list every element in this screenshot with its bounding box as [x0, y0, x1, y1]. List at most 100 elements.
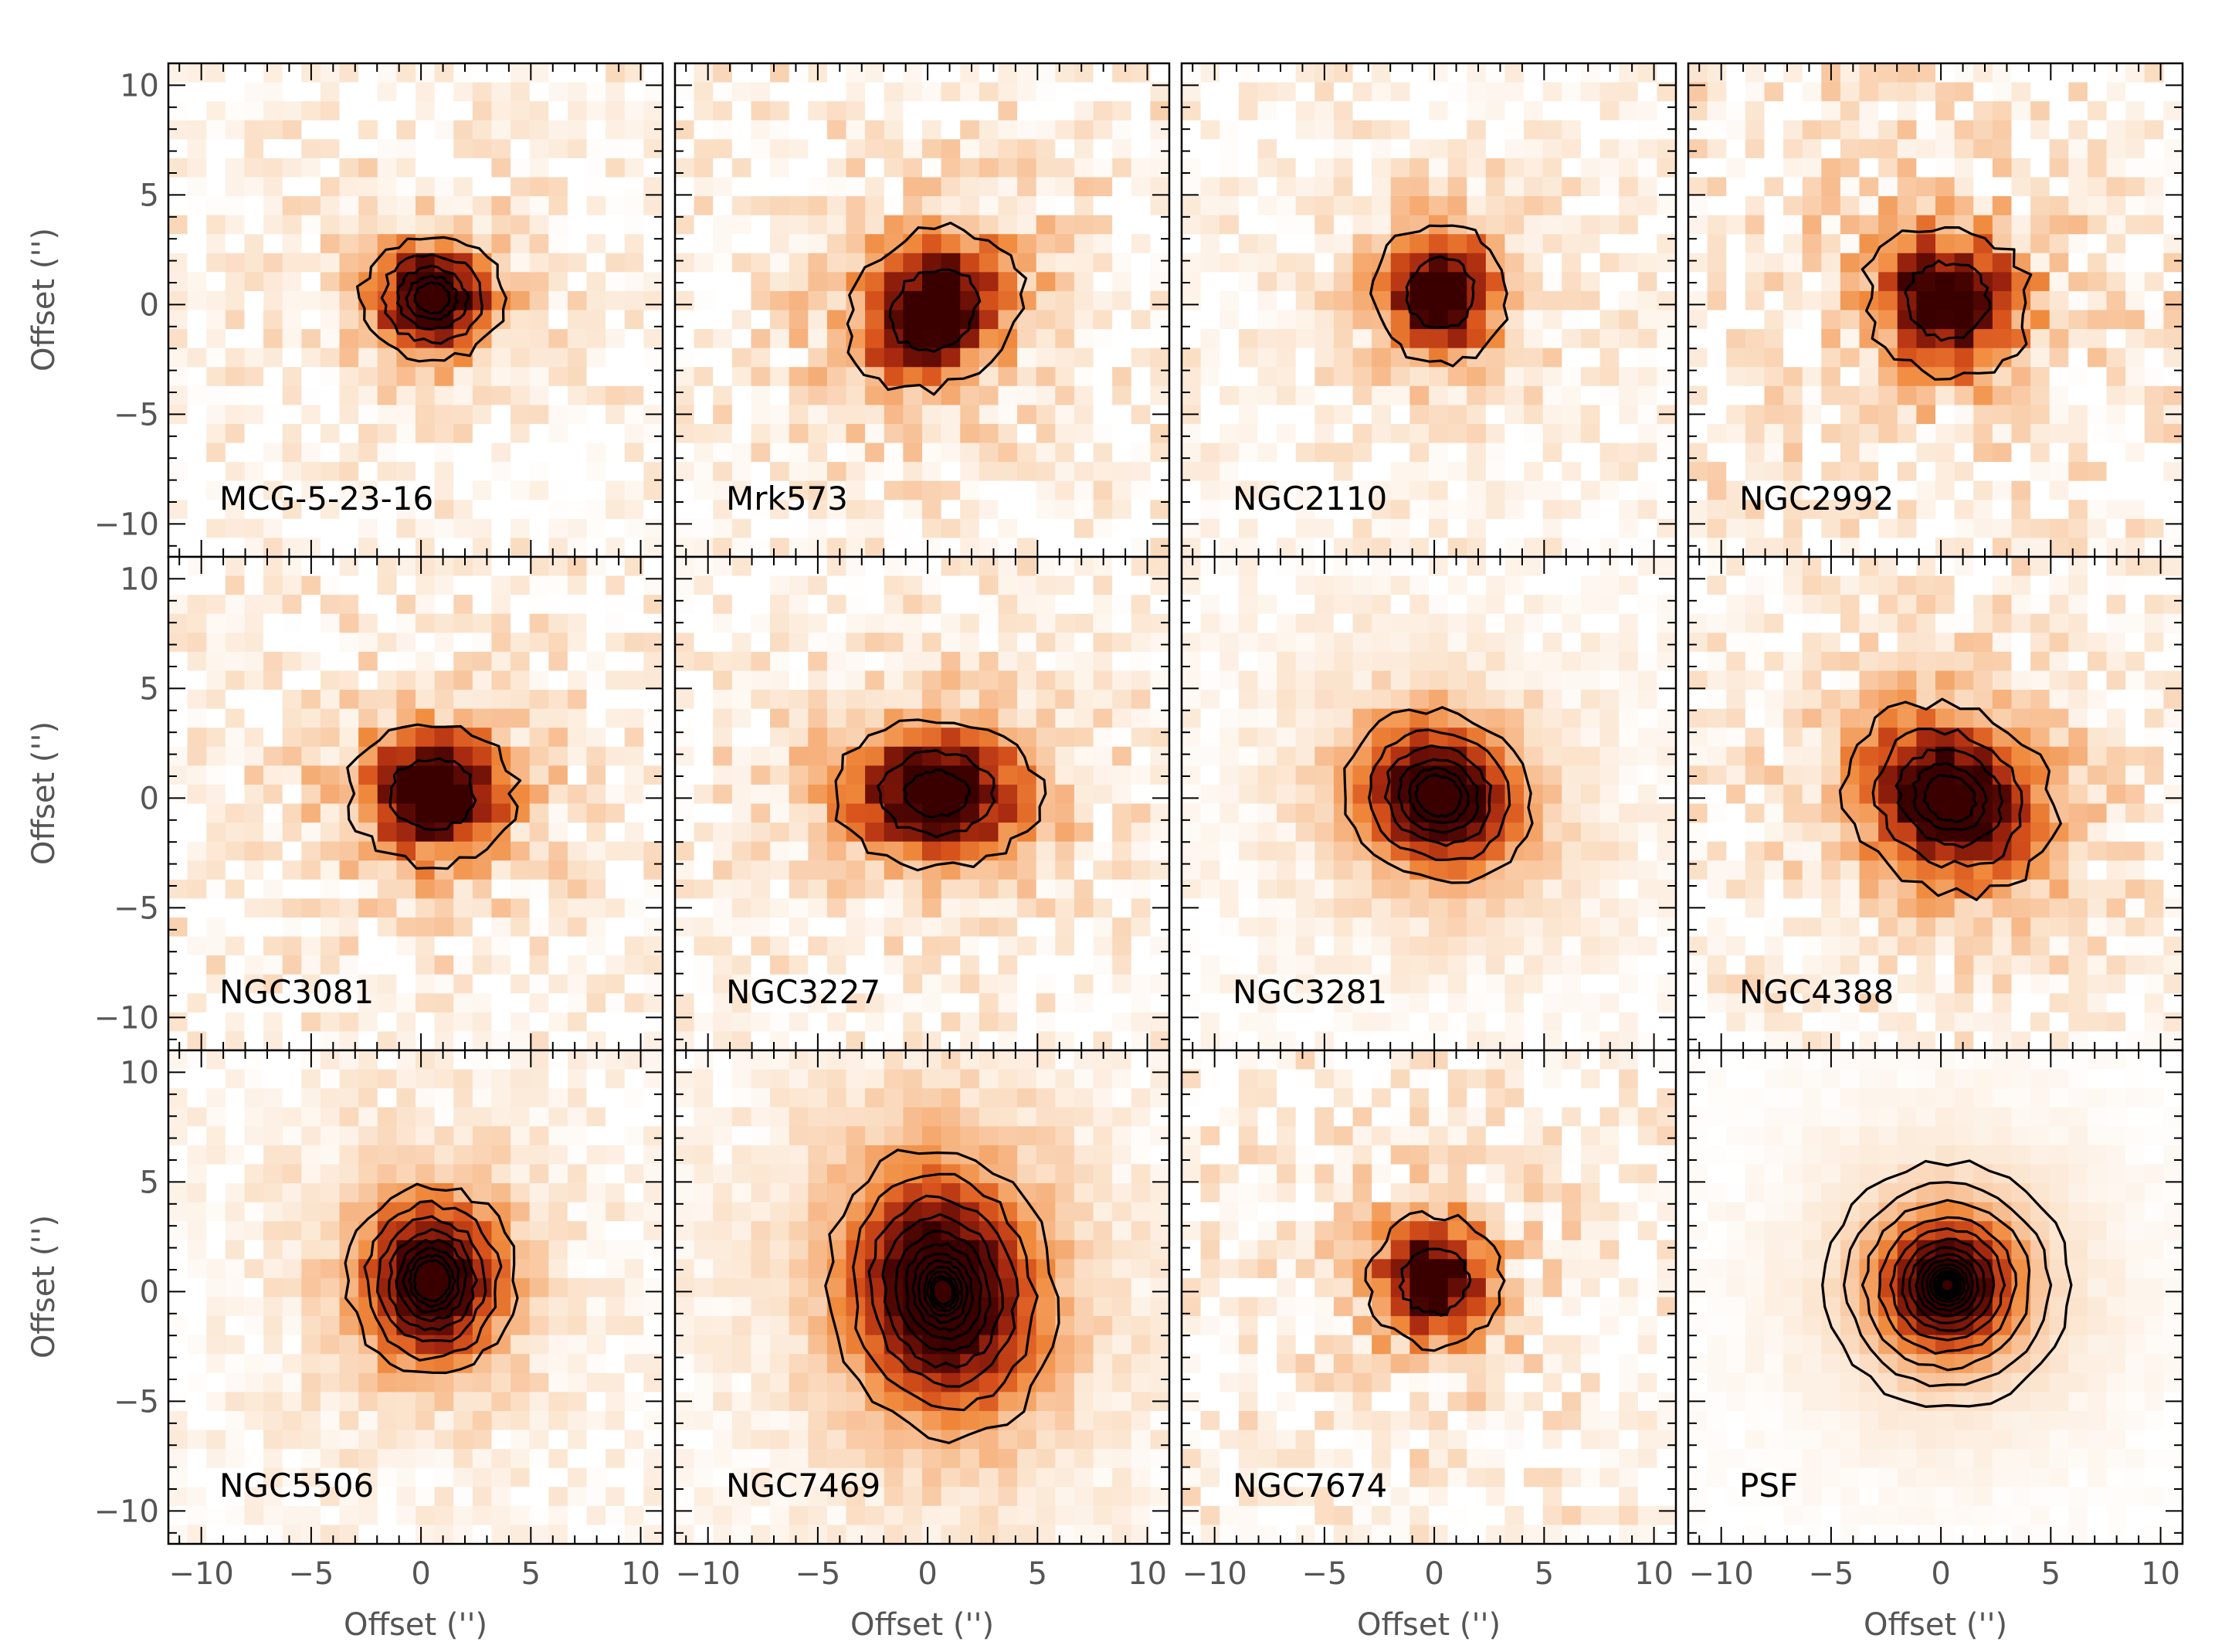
image-cell [1580, 557, 1601, 577]
image-cell [511, 538, 531, 557]
image-cell [263, 917, 283, 938]
image-cell [320, 879, 341, 899]
image-cell [998, 462, 1018, 482]
image-cell [1935, 480, 1956, 500]
image-cell [1295, 708, 1315, 728]
image-cell [1055, 385, 1075, 405]
image-cell [808, 196, 828, 216]
image-cell [339, 993, 359, 1013]
image-cell [586, 633, 606, 653]
image-cell [605, 690, 626, 710]
image-cell [1055, 651, 1075, 672]
image-cell [1150, 557, 1169, 577]
image-cell [1542, 784, 1562, 805]
contour-line [380, 253, 483, 345]
image-cell [586, 348, 606, 368]
image-cell [675, 272, 695, 292]
image-cell [643, 841, 663, 861]
image-cell [826, 633, 847, 653]
image-cell [1542, 462, 1562, 482]
image-cell [998, 575, 1018, 595]
image-cell [1352, 690, 1372, 710]
image-cell [1745, 518, 1766, 539]
image-cell [1093, 405, 1113, 425]
image-cell [1467, 462, 1487, 482]
image-cell [903, 82, 923, 102]
image-cell [1429, 784, 1449, 805]
image-cell [1562, 385, 1582, 405]
image-cell [884, 879, 904, 899]
image-cell [491, 196, 511, 216]
image-cell [808, 860, 828, 880]
image-cell [1542, 670, 1562, 690]
image-cell [1637, 443, 1657, 463]
image-cell [2087, 101, 2108, 121]
image-cell [675, 993, 695, 1013]
image-cell [694, 177, 714, 197]
image-cell [624, 310, 644, 330]
image-cell [1726, 518, 1746, 539]
image-cell [903, 651, 923, 672]
image-cell [1726, 329, 1746, 349]
image-cell [263, 139, 283, 159]
image-cell [586, 917, 606, 938]
image-cell [1295, 538, 1315, 557]
image-cell [1055, 82, 1075, 102]
image-cell [1467, 158, 1487, 178]
image-cell [1802, 196, 1822, 216]
image-cell [1916, 120, 1936, 140]
image-cell [960, 728, 980, 748]
image-cell [1295, 367, 1315, 387]
image-cell [529, 955, 549, 975]
image-cell [903, 290, 923, 311]
image-cell [1859, 101, 1879, 121]
image-cell [1131, 651, 1151, 672]
image-cell [1257, 310, 1277, 330]
image-cell [846, 860, 866, 880]
image-cell [846, 803, 866, 823]
image-cell [903, 480, 923, 500]
image-cell [922, 879, 942, 899]
image-cell [731, 82, 752, 102]
image-cell [1637, 613, 1657, 633]
image-cell [2163, 329, 2183, 349]
image-cell [941, 139, 961, 159]
image-cell [491, 803, 511, 823]
image-cell [998, 974, 1018, 994]
image-cell [1657, 101, 1676, 121]
image-cell [1200, 575, 1220, 595]
image-cell [1409, 423, 1430, 444]
image-cell [1093, 385, 1113, 405]
contour-line [876, 748, 996, 839]
image-cell [903, 690, 923, 710]
image-cell [1017, 405, 1037, 425]
image-cell [358, 177, 378, 197]
image-cell [998, 690, 1018, 710]
contour-line [1405, 255, 1476, 329]
image-cell [1619, 215, 1639, 235]
image-cell [979, 310, 999, 330]
image-cell [1219, 613, 1240, 633]
image-cell [263, 993, 283, 1013]
image-cell [826, 708, 847, 728]
image-cell [1447, 480, 1467, 500]
image-cell [1783, 234, 1803, 254]
image-cell [1017, 423, 1037, 444]
image-cell [320, 784, 341, 805]
image-cell [1859, 139, 1879, 159]
image-cell [301, 670, 321, 690]
image-cell [1036, 575, 1056, 595]
image-cell [1093, 879, 1113, 899]
image-cell [187, 367, 207, 387]
image-cell [675, 557, 695, 577]
tick-marks [675, 63, 1169, 557]
image-cell [511, 215, 531, 235]
image-cell [567, 633, 588, 653]
image-cell [884, 728, 904, 748]
image-cell [548, 823, 568, 843]
image-cell [1390, 196, 1410, 216]
image-cell [979, 860, 999, 880]
image-cell [206, 1012, 226, 1033]
image-cell [713, 500, 733, 520]
image-cell [396, 480, 416, 500]
